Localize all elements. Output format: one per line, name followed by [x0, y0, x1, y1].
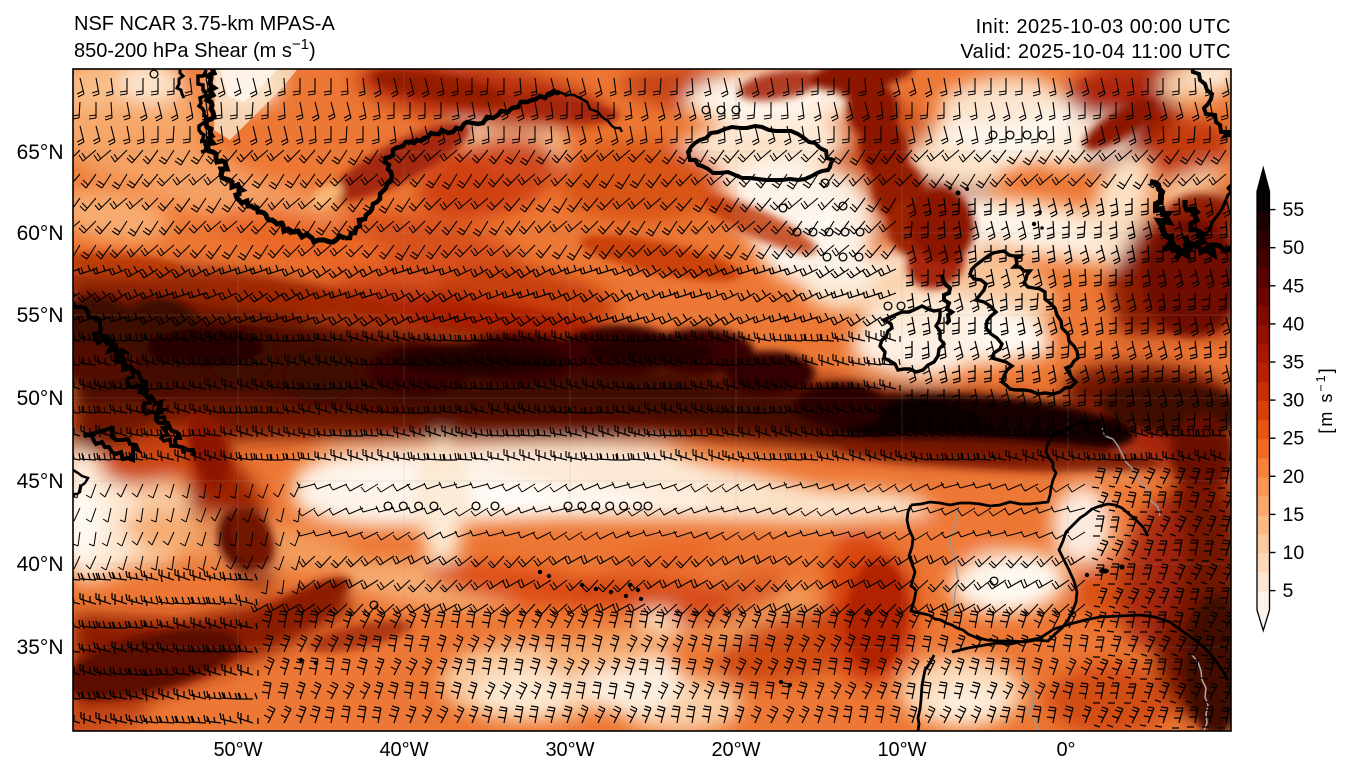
svg-text:55: 55 [1283, 199, 1305, 221]
svg-text:30°W: 30°W [545, 739, 594, 761]
svg-text:Valid: 2025-10-04 11:00 UTC: Valid: 2025-10-04 11:00 UTC [960, 41, 1231, 63]
svg-text:50: 50 [1283, 237, 1305, 259]
svg-text:60°N: 60°N [17, 222, 64, 245]
svg-text:50°N: 50°N [17, 387, 64, 410]
svg-text:850-200 hPa Shear (m s−1): 850-200 hPa Shear (m s−1) [74, 36, 316, 63]
svg-text:35°N: 35°N [17, 636, 64, 659]
svg-text:Init: 2025-10-03 00:00 UTC: Init: 2025-10-03 00:00 UTC [976, 16, 1231, 38]
svg-text:NSF NCAR 3.75-km MPAS-A: NSF NCAR 3.75-km MPAS-A [74, 13, 335, 35]
svg-text:45: 45 [1283, 275, 1305, 297]
svg-text:50°W: 50°W [213, 739, 262, 761]
svg-text:20: 20 [1283, 466, 1305, 488]
svg-text:[m s−1]: [m s−1] [1314, 366, 1336, 433]
svg-text:10: 10 [1283, 542, 1305, 564]
svg-text:55°N: 55°N [17, 304, 64, 327]
svg-text:40°W: 40°W [379, 739, 428, 761]
svg-text:0°: 0° [1056, 739, 1075, 761]
svg-text:15: 15 [1283, 504, 1305, 526]
svg-text:35: 35 [1283, 352, 1305, 374]
svg-text:30: 30 [1283, 390, 1305, 412]
svg-text:65°N: 65°N [17, 141, 64, 164]
svg-text:25: 25 [1283, 428, 1305, 450]
svg-text:40: 40 [1283, 313, 1305, 335]
svg-text:40°N: 40°N [17, 553, 64, 576]
svg-text:10°W: 10°W [877, 739, 926, 761]
svg-text:5: 5 [1283, 580, 1294, 602]
svg-text:45°N: 45°N [17, 470, 64, 493]
svg-text:20°W: 20°W [711, 739, 760, 761]
